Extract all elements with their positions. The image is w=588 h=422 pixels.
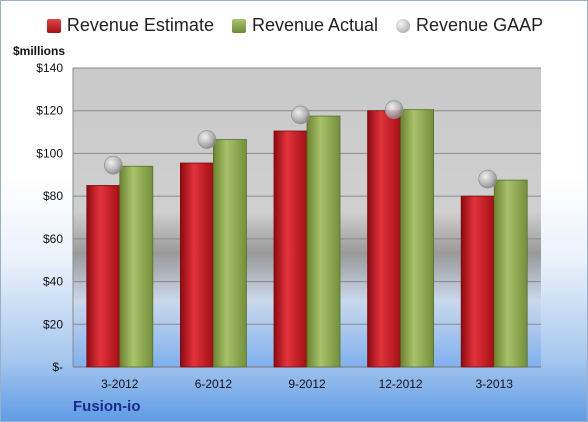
company-name: Fusion-io xyxy=(73,398,141,415)
bar-revenue-actual xyxy=(306,115,341,368)
legend-label-revenue-actual: Revenue Actual xyxy=(251,15,379,35)
x-tick-label: 12-2012 xyxy=(379,377,423,391)
point-revenue-gaap xyxy=(291,105,310,125)
legend-item-revenue-estimate: Revenue Estimate xyxy=(46,15,214,36)
legend-swatch-revenue-gaap xyxy=(396,18,411,33)
y-tick-label: $120 xyxy=(36,104,63,118)
point-revenue-gaap xyxy=(104,155,123,175)
bar-revenue-actual xyxy=(119,165,154,368)
point-revenue-gaap xyxy=(478,169,498,189)
bar-revenue-actual xyxy=(493,179,528,368)
legend-swatch-revenue-actual xyxy=(231,18,246,33)
bar-revenue-actual xyxy=(400,109,435,368)
x-tick-label: 3-2013 xyxy=(476,377,514,391)
y-tick-labels: $- $20 $40 $60 $80 $100 $120 $140 xyxy=(36,61,63,374)
bar-revenue-estimate xyxy=(460,195,495,368)
bar-revenue-estimate xyxy=(367,110,402,368)
point-revenue-gaap xyxy=(197,130,217,149)
gaap-points xyxy=(104,100,498,189)
y-tick-label: $100 xyxy=(36,146,63,160)
y-tick-label: $- xyxy=(52,360,63,374)
x-tick-label: 3-2012 xyxy=(101,377,139,391)
legend-item-revenue-actual: Revenue Actual xyxy=(231,15,379,36)
bars xyxy=(86,109,528,368)
y-axis-unit-label: $millions xyxy=(13,44,66,58)
y-tick-label: $80 xyxy=(43,189,63,203)
legend-item-revenue-gaap: Revenue GAAP xyxy=(396,15,543,36)
legend-label-revenue-gaap: Revenue GAAP xyxy=(416,15,544,35)
x-tick-label: 6-2012 xyxy=(195,377,233,391)
bar-revenue-estimate xyxy=(179,162,214,368)
legend-swatch-revenue-estimate xyxy=(46,18,61,33)
point-revenue-gaap xyxy=(384,100,404,119)
y-tick-label: $140 xyxy=(36,61,63,75)
bar-revenue-estimate xyxy=(86,185,121,368)
y-tick-label: $40 xyxy=(43,275,63,289)
y-tick-label: $60 xyxy=(43,232,63,246)
x-tick-label: 9-2012 xyxy=(288,377,326,391)
legend-label-revenue-estimate: Revenue Estimate xyxy=(66,15,214,35)
legend: Revenue Estimate Revenue Actual Revenue … xyxy=(1,15,588,36)
x-tick-labels: 3-2012 6-2012 9-2012 12-2012 3-2013 xyxy=(101,377,513,391)
bar-revenue-estimate xyxy=(273,130,308,368)
y-tick-label: $20 xyxy=(43,317,63,331)
bar-revenue-actual xyxy=(212,139,247,368)
